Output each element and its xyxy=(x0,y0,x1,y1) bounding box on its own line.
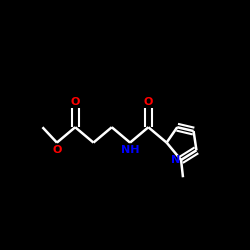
Text: O: O xyxy=(52,145,62,155)
Text: N: N xyxy=(171,155,180,165)
Text: O: O xyxy=(144,97,153,107)
Text: O: O xyxy=(70,97,80,107)
Text: NH: NH xyxy=(121,145,139,155)
